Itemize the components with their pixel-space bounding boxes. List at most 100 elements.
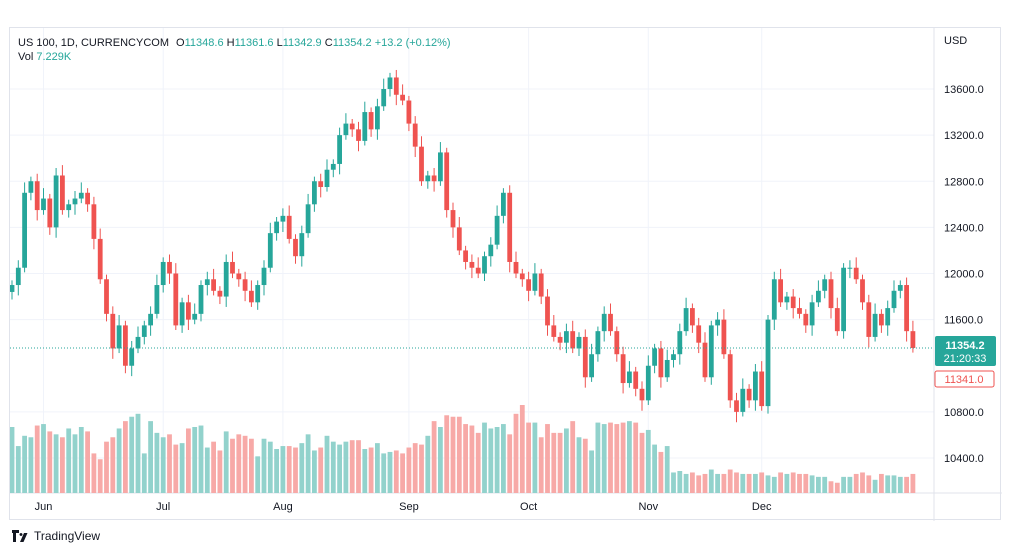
volume-bar (847, 476, 853, 493)
volume-bar (280, 446, 286, 493)
candle-body (501, 192, 506, 216)
candle-body (129, 348, 135, 366)
volume-bar (173, 444, 179, 493)
low-value: 11342.9 (282, 37, 322, 49)
candle-body (381, 89, 387, 107)
candle-body (160, 261, 166, 286)
candle-body (249, 290, 254, 303)
volume-bar (412, 443, 418, 493)
candle-body (223, 261, 229, 297)
volume-bar (866, 475, 872, 493)
candle-body (727, 354, 733, 401)
candle-body (507, 192, 513, 262)
candle-body (198, 285, 204, 314)
volume-bar (60, 437, 65, 493)
candle-body (242, 279, 248, 291)
candle-body (406, 100, 412, 124)
time-tick-label: Nov (639, 501, 659, 513)
volume-bar (885, 475, 891, 493)
low-label: L (276, 37, 283, 49)
volume-bar (148, 421, 153, 493)
open-label: O (176, 37, 185, 49)
candle-body (771, 279, 777, 320)
candle-body (740, 388, 746, 412)
candle-body (784, 296, 790, 303)
volume-bar (532, 422, 538, 493)
volume-bar (734, 472, 739, 493)
time-tick-label: Jul (156, 501, 170, 513)
candle-series (10, 69, 916, 423)
candle-body (255, 285, 261, 303)
candle-body (230, 261, 235, 274)
volume-bar (702, 473, 708, 493)
volume-bar (860, 472, 865, 493)
volume-bar (526, 422, 531, 493)
chart-frame[interactable]: 13600.0 13200.0 12800.0 12400.0 12000.0 11600… (9, 27, 1002, 521)
countdown-label: 21:20:33 (944, 353, 987, 365)
volume-bar (601, 424, 607, 493)
volume-bar (129, 416, 135, 493)
time-tick-label: Oct (520, 501, 537, 513)
ohlc-legend-row: US 100, 1D, CURRENCYCOM O11348.6 H11361.… (18, 36, 451, 50)
volume-bar (381, 453, 387, 493)
volume-bar (236, 434, 242, 493)
volume-bar (141, 453, 147, 493)
candle-body (551, 325, 557, 337)
candle-body (60, 175, 65, 211)
volume-bar (356, 440, 361, 493)
volume-bar (267, 441, 273, 493)
volume-bar (255, 456, 261, 493)
candlestick-chart[interactable]: 13600.0 13200.0 12800.0 12400.0 12000.0 11600… (10, 28, 1002, 521)
volume-bar (274, 449, 279, 493)
volume-bar (204, 447, 210, 493)
volume-bar (494, 427, 500, 493)
candle-body (192, 313, 198, 320)
candle-body (639, 388, 645, 401)
brand-label: TradingView (34, 529, 101, 543)
volume-bar (488, 428, 494, 493)
symbol-label: US 100, 1D, CURRENCYCOM (18, 37, 169, 49)
candle-body (696, 325, 702, 343)
volume-bar (41, 424, 46, 493)
candle-body (847, 267, 853, 269)
candle-body (822, 279, 828, 291)
volume-bar (217, 450, 223, 493)
time-axis: Jun Jul Aug Sep Oct Nov Dec (35, 501, 772, 513)
volume-bar (778, 472, 783, 493)
candle-body (104, 279, 109, 314)
candle-body (72, 198, 78, 205)
volume-bar (765, 475, 771, 493)
candle-body (494, 215, 500, 245)
volume-bar (557, 432, 563, 493)
volume-bar (834, 482, 840, 493)
candle-body (217, 290, 223, 297)
candle-body (746, 388, 752, 401)
candle-body (897, 285, 903, 291)
footer-brand[interactable]: TradingView (12, 529, 100, 543)
time-tick-label: Sep (399, 501, 419, 513)
volume-bar (538, 437, 544, 493)
volume-bar (608, 422, 613, 493)
candle-body (274, 221, 279, 234)
price-tick-label: 12400.0 (944, 222, 984, 234)
volume-bar (186, 428, 191, 493)
volume-bar (110, 437, 116, 493)
candle-body (488, 244, 494, 257)
volume-bar (438, 427, 443, 493)
volume-bar (589, 450, 594, 493)
prev-close-label: 11341.0 (945, 374, 984, 386)
candle-body (765, 319, 771, 407)
candle-body (154, 285, 160, 314)
volume-bar (450, 416, 456, 493)
candle-body (652, 348, 657, 366)
price-tick-label: 13200.0 (944, 130, 984, 142)
volume-bar (97, 459, 103, 493)
volume-bar (507, 434, 513, 493)
candle-body (211, 279, 216, 291)
volume-bar (431, 421, 437, 493)
candle-body (173, 273, 179, 326)
candle-body (330, 163, 336, 170)
volume-bar (425, 435, 431, 493)
candle-body (860, 279, 865, 303)
volume-bar (312, 450, 317, 493)
